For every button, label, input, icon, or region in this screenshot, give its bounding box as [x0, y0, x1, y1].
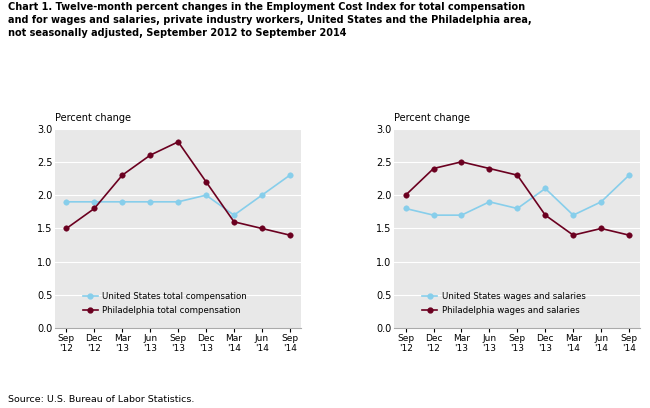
- Text: Percent change: Percent change: [55, 113, 131, 122]
- Legend: United States total compensation, Philadelphia total compensation: United States total compensation, Philad…: [79, 289, 251, 318]
- Text: Chart 1. Twelve-month percent changes in the Employment Cost Index for total com: Chart 1. Twelve-month percent changes in…: [8, 2, 532, 38]
- Text: Source: U.S. Bureau of Labor Statistics.: Source: U.S. Bureau of Labor Statistics.: [8, 395, 195, 404]
- Legend: United States wages and salaries, Philadelphia wages and salaries: United States wages and salaries, Philad…: [419, 289, 589, 318]
- Text: Percent change: Percent change: [395, 113, 471, 122]
